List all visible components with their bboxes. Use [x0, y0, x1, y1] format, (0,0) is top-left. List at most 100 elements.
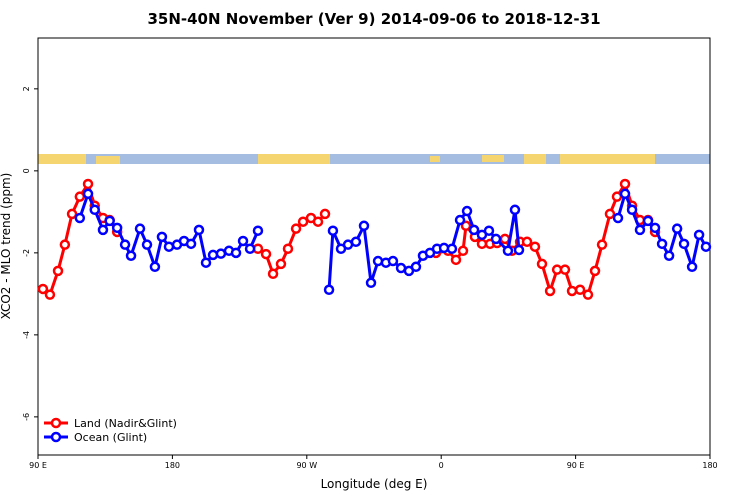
point: [642, 215, 654, 227]
point: [125, 250, 137, 261]
y-axis-label: XCO2 - MLO trend (ppm): [0, 173, 13, 320]
point: [312, 216, 324, 227]
point: [134, 223, 146, 234]
point: [119, 239, 131, 250]
point: [74, 191, 86, 202]
point: [566, 285, 578, 297]
y-tick-label: 0: [22, 168, 31, 173]
legend-label: Land (Nadir&Glint): [74, 417, 177, 430]
land-strip: [38, 154, 655, 164]
point: [163, 241, 175, 252]
point: [509, 204, 521, 216]
point: [252, 225, 264, 236]
point: [111, 222, 123, 234]
point: [290, 223, 302, 234]
point: [513, 244, 525, 256]
point: [619, 188, 631, 200]
point: [656, 238, 668, 250]
point: [215, 248, 227, 259]
point: [446, 243, 458, 255]
point: [457, 245, 469, 257]
legend-marker: [50, 417, 62, 429]
point: [66, 208, 78, 220]
point: [626, 204, 638, 216]
chart-title: 35N-40N November (Ver 9) 2014-09-06 to 2…: [147, 10, 600, 28]
series-line: [41, 180, 657, 298]
point: [387, 255, 399, 267]
point: [244, 243, 256, 255]
point: [185, 238, 197, 250]
plot-frame: [37, 37, 711, 456]
point: [700, 241, 712, 252]
point: [82, 178, 94, 190]
point: [678, 238, 690, 250]
point: [319, 208, 331, 220]
point: [82, 188, 94, 200]
point: [297, 216, 309, 227]
point: [97, 224, 109, 236]
point: [663, 250, 675, 261]
point: [693, 229, 705, 241]
point: [476, 238, 488, 250]
point: [536, 258, 548, 270]
point: [612, 212, 624, 224]
point: [502, 245, 514, 257]
point: [450, 254, 462, 266]
point: [544, 285, 556, 297]
point: [649, 222, 661, 234]
point: [468, 224, 480, 236]
point: [327, 225, 339, 236]
point: [59, 239, 71, 250]
point: [499, 233, 511, 245]
point: [350, 236, 362, 248]
point: [207, 249, 219, 261]
x-tick-label: 180: [702, 461, 717, 470]
point: [454, 214, 466, 226]
point: [686, 261, 698, 273]
point: [267, 268, 279, 280]
x-tick-label: 0: [439, 461, 444, 470]
point: [529, 241, 541, 252]
point: [634, 224, 646, 236]
point: [149, 261, 161, 273]
point: [589, 265, 601, 277]
point: [410, 261, 422, 273]
point: [611, 191, 623, 202]
point: [619, 178, 631, 190]
x-axis-label: Longitude (deg E): [321, 477, 428, 491]
point: [52, 265, 64, 277]
point: [559, 264, 571, 275]
point: [282, 243, 294, 255]
point: [671, 223, 683, 234]
point: [193, 224, 205, 236]
point: [141, 239, 153, 250]
x-tick-label: 180: [165, 461, 180, 470]
point: [574, 284, 586, 296]
x-tick-label: 90 E: [29, 461, 47, 470]
ocean-strip: [38, 154, 710, 164]
point: [74, 212, 86, 224]
y-tick-label: 2: [22, 86, 31, 91]
x-tick-label: 90 E: [567, 461, 585, 470]
point: [37, 283, 49, 295]
point: [44, 289, 56, 300]
point: [461, 205, 473, 217]
point: [490, 233, 502, 245]
y-tick-label: -4: [22, 331, 31, 339]
point: [596, 239, 608, 250]
point: [323, 284, 335, 296]
point: [604, 208, 616, 220]
y-tick-label: -2: [22, 249, 31, 257]
point: [483, 225, 495, 236]
point: [358, 220, 370, 232]
point: [200, 257, 212, 268]
y-tick-label: -6: [22, 413, 31, 421]
point: [460, 220, 472, 232]
point: [89, 204, 100, 216]
point: [230, 247, 242, 259]
point: [582, 289, 594, 300]
point: [521, 236, 533, 248]
point: [365, 277, 377, 289]
point: [237, 235, 249, 247]
